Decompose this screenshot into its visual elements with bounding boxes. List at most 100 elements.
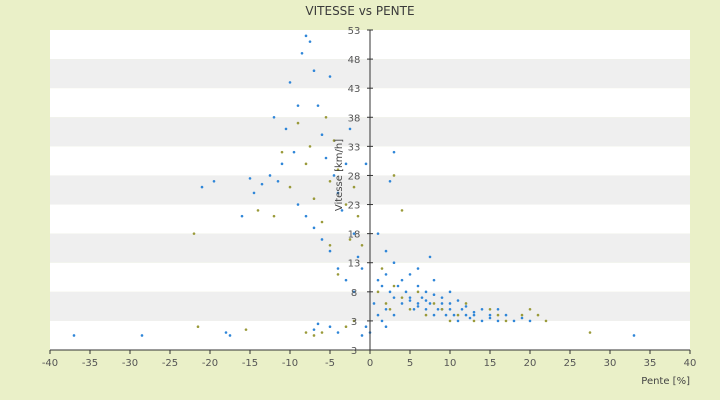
data-point [140, 334, 144, 337]
x-tick-label: -15 [242, 358, 258, 369]
data-point [396, 284, 400, 288]
x-tick-label: 30 [604, 358, 617, 369]
data-point [280, 162, 284, 166]
data-point [392, 174, 396, 177]
data-point [360, 334, 364, 337]
data-point [448, 319, 452, 323]
data-point [448, 302, 452, 305]
data-point [424, 313, 428, 317]
x-tick-label: 20 [524, 358, 537, 369]
data-point [408, 296, 412, 299]
data-point [312, 334, 316, 337]
data-point [376, 232, 380, 235]
data-point [376, 290, 380, 294]
data-point [244, 328, 248, 331]
data-point [296, 104, 300, 107]
data-point [352, 232, 356, 235]
data-point [292, 150, 296, 154]
data-point [440, 302, 444, 305]
data-point [448, 307, 452, 311]
chart-title: VITESSE vs PENTE [305, 4, 414, 18]
data-point [320, 133, 324, 137]
data-point [272, 115, 276, 119]
data-point [544, 319, 548, 323]
data-point [408, 307, 412, 311]
x-tick-label: 5 [407, 358, 413, 369]
data-point [632, 334, 636, 337]
data-point [400, 296, 404, 299]
data-point [224, 331, 228, 334]
data-point [248, 177, 252, 180]
data-point [328, 325, 332, 329]
data-point [460, 307, 464, 311]
data-point [304, 162, 308, 166]
data-point [536, 313, 540, 317]
data-point [400, 209, 404, 212]
data-point [472, 319, 476, 323]
y-tick-label: 18 [348, 230, 361, 241]
data-point [424, 290, 428, 294]
y-tick-label: 43 [348, 84, 361, 95]
data-point [304, 331, 308, 334]
data-point [356, 255, 360, 259]
data-point [196, 325, 200, 329]
data-point [352, 319, 356, 323]
data-point [296, 121, 300, 125]
data-point [496, 307, 500, 311]
data-point [376, 278, 380, 282]
x-tick-label: 40 [684, 358, 697, 369]
data-point [332, 174, 336, 177]
x-tick-label: -25 [162, 358, 178, 369]
data-point [416, 290, 420, 294]
data-point [344, 325, 348, 329]
data-point [428, 255, 432, 259]
data-point [432, 278, 436, 282]
x-tick-label: -40 [42, 358, 58, 369]
data-point [388, 290, 392, 294]
data-point [456, 319, 460, 323]
data-point [452, 313, 456, 317]
y-tick-label: 3 [351, 346, 357, 357]
data-point [324, 115, 328, 119]
y-tick-label: 48 [348, 55, 361, 66]
x-tick-label: 0 [367, 358, 373, 369]
data-point [416, 267, 420, 270]
data-point [336, 168, 340, 171]
data-point [416, 302, 420, 305]
data-point [268, 174, 272, 177]
data-point [388, 307, 392, 311]
data-point [384, 249, 388, 253]
data-point [392, 284, 396, 288]
data-point [272, 214, 276, 218]
data-points [72, 34, 636, 337]
data-point [472, 310, 476, 314]
data-point [344, 162, 348, 166]
data-point [392, 261, 396, 265]
data-point [416, 284, 420, 288]
y-tick-label: 23 [348, 201, 361, 212]
data-point [432, 302, 436, 305]
data-point [432, 293, 436, 297]
y-tick-label: 38 [348, 113, 361, 124]
data-point [284, 127, 288, 131]
data-point [400, 278, 404, 282]
data-point [480, 307, 484, 311]
data-point [328, 179, 332, 183]
data-point [336, 191, 340, 195]
data-point [456, 313, 460, 317]
data-point [352, 290, 356, 294]
data-point [352, 185, 356, 189]
data-point [360, 243, 364, 247]
data-point [464, 302, 468, 305]
data-point [404, 290, 408, 294]
data-point [228, 334, 232, 337]
data-point [424, 299, 428, 302]
x-tick-label: -5 [325, 358, 335, 369]
data-point [528, 319, 532, 323]
data-point [424, 307, 428, 311]
data-point [316, 104, 320, 107]
data-point [380, 319, 384, 323]
data-point [436, 307, 440, 311]
data-point [488, 316, 492, 320]
